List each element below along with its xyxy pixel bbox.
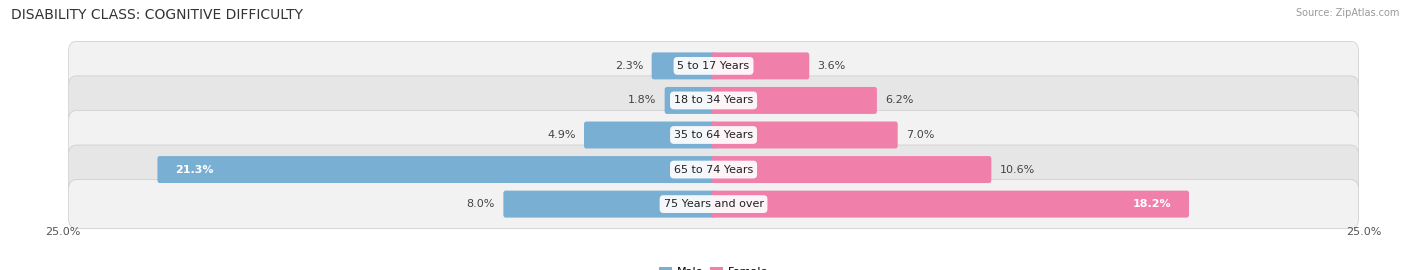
FancyBboxPatch shape xyxy=(69,41,1358,90)
Text: Source: ZipAtlas.com: Source: ZipAtlas.com xyxy=(1295,8,1399,18)
FancyBboxPatch shape xyxy=(69,180,1358,229)
FancyBboxPatch shape xyxy=(583,122,716,148)
FancyBboxPatch shape xyxy=(711,122,897,148)
Text: 7.0%: 7.0% xyxy=(905,130,935,140)
FancyBboxPatch shape xyxy=(651,52,716,79)
Text: 6.2%: 6.2% xyxy=(886,95,914,106)
Text: 2.3%: 2.3% xyxy=(614,61,644,71)
Text: 21.3%: 21.3% xyxy=(176,164,214,175)
Legend: Male, Female: Male, Female xyxy=(655,262,772,270)
FancyBboxPatch shape xyxy=(711,156,991,183)
FancyBboxPatch shape xyxy=(69,76,1358,125)
FancyBboxPatch shape xyxy=(711,87,877,114)
FancyBboxPatch shape xyxy=(69,110,1358,160)
FancyBboxPatch shape xyxy=(711,52,810,79)
Text: 18 to 34 Years: 18 to 34 Years xyxy=(673,95,754,106)
Text: 1.8%: 1.8% xyxy=(628,95,657,106)
Text: 8.0%: 8.0% xyxy=(467,199,495,209)
Text: 35 to 64 Years: 35 to 64 Years xyxy=(673,130,754,140)
Text: 4.9%: 4.9% xyxy=(547,130,575,140)
Text: 65 to 74 Years: 65 to 74 Years xyxy=(673,164,754,175)
FancyBboxPatch shape xyxy=(69,145,1358,194)
FancyBboxPatch shape xyxy=(157,156,716,183)
Text: 18.2%: 18.2% xyxy=(1133,199,1171,209)
FancyBboxPatch shape xyxy=(503,191,716,218)
Text: 3.6%: 3.6% xyxy=(818,61,846,71)
Text: 5 to 17 Years: 5 to 17 Years xyxy=(678,61,749,71)
FancyBboxPatch shape xyxy=(665,87,716,114)
Text: 75 Years and over: 75 Years and over xyxy=(664,199,763,209)
Text: 10.6%: 10.6% xyxy=(1000,164,1035,175)
Text: DISABILITY CLASS: COGNITIVE DIFFICULTY: DISABILITY CLASS: COGNITIVE DIFFICULTY xyxy=(11,8,304,22)
FancyBboxPatch shape xyxy=(711,191,1189,218)
